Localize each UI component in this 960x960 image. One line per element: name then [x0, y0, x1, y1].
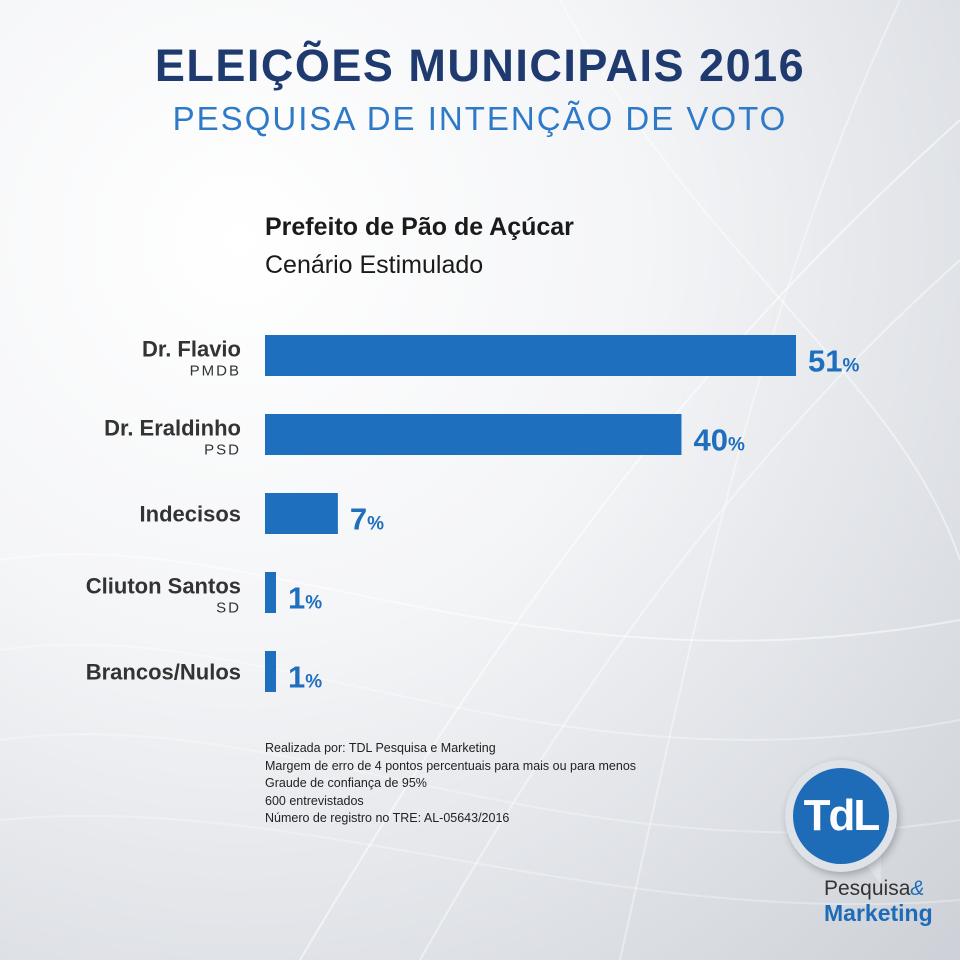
logo-ampersand: & — [910, 877, 925, 900]
value-label: 1% — [288, 581, 322, 616]
bar — [265, 493, 338, 534]
main-title: ELEIÇÕES MUNICIPAIS 2016 — [154, 40, 806, 91]
category-label: Brancos/Nulos — [86, 660, 241, 685]
bar — [265, 335, 796, 376]
category-label: Indecisos — [140, 502, 241, 527]
survey-info: Realizada por: TDL Pesquisa e Marketing … — [265, 740, 636, 828]
value-label: 7% — [350, 502, 384, 537]
value-label: 1% — [288, 660, 322, 695]
category-label: Cliuton Santos — [86, 574, 241, 599]
value-label: 51% — [808, 344, 859, 379]
logo-text-marketing: Marketing — [824, 900, 933, 926]
survey-info-line: Margem de erro de 4 pontos percentuais p… — [265, 758, 637, 773]
survey-info-line: Realizada por: TDL Pesquisa e Marketing — [265, 741, 496, 755]
category-label: Dr. Flavio — [142, 337, 241, 362]
bar — [265, 572, 276, 613]
chart-title: Prefeito de Pão de Açúcar — [265, 213, 574, 241]
party-label: PMDB — [190, 363, 241, 380]
tdl-logo: TdL Pesquisa& Marketing — [780, 760, 940, 940]
logo-badge: TdL — [785, 760, 897, 872]
chart-subtitle: Cenário Estimulado — [265, 251, 484, 279]
logo-word-pesquisa: Pesquisa — [824, 877, 911, 900]
logo-text-pesquisa: Pesquisa& — [824, 877, 924, 901]
party-label: SD — [216, 600, 241, 617]
party-label: PSD — [204, 442, 241, 459]
sub-title: PESQUISA DE INTENÇÃO DE VOTO — [172, 100, 788, 137]
survey-info-line: 600 entrevistados — [265, 793, 364, 808]
category-label: Dr. Eraldinho — [104, 416, 241, 441]
logo-mark: TdL — [793, 768, 889, 864]
value-label: 40% — [693, 423, 744, 458]
bar — [265, 414, 682, 455]
bar — [265, 651, 276, 692]
survey-info-line: Número de registro no TRE: AL-05643/2016 — [265, 811, 510, 825]
survey-info-line: Graude de confiança de 95% — [265, 776, 427, 790]
